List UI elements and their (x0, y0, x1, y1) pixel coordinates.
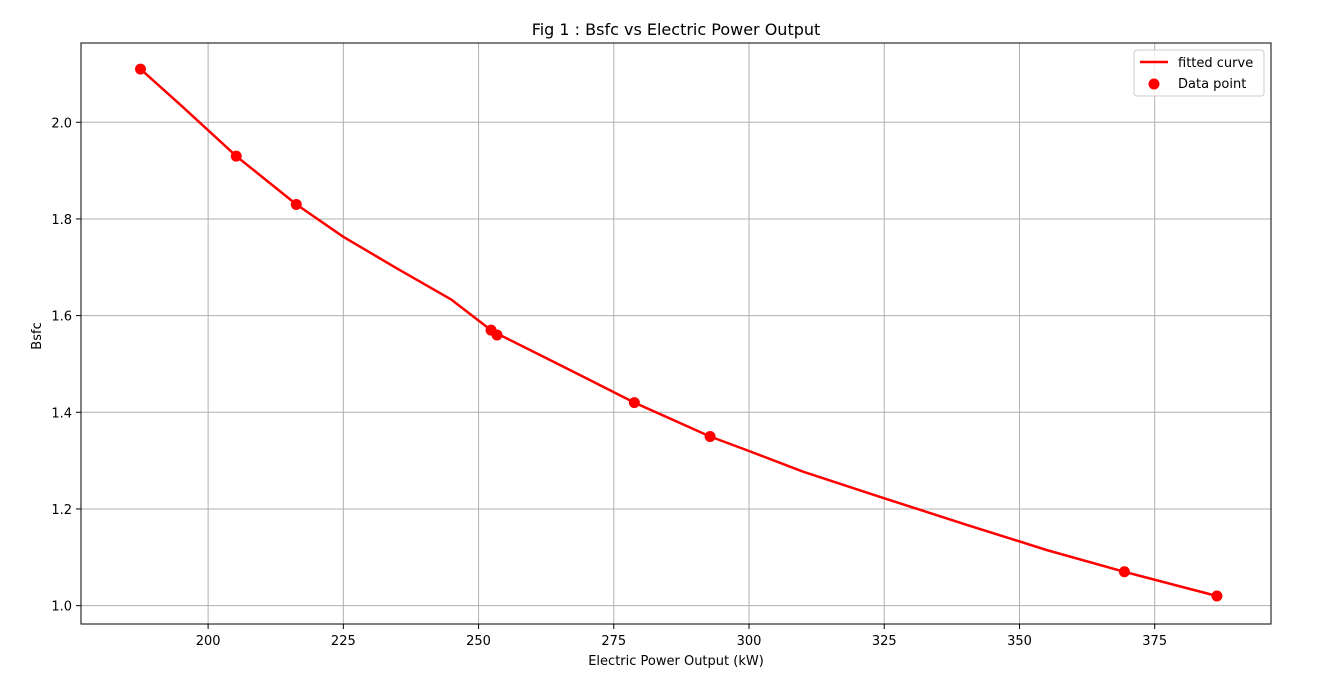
data-point (1211, 590, 1223, 602)
legend: fitted curve Data point (1133, 49, 1265, 97)
chart-title: Fig 1 : Bsfc vs Electric Power Output (532, 20, 821, 39)
y-tick-label: 2.0 (51, 116, 72, 131)
x-axis-label: Electric Power Output (kW) (588, 654, 764, 669)
y-tick-label: 1.8 (51, 213, 72, 228)
x-tick-label: 350 (1007, 634, 1032, 649)
x-tick-label: 200 (196, 634, 221, 649)
fitted-curve-line (139, 68, 1218, 598)
x-tick-label: 375 (1142, 634, 1167, 649)
y-tick-label: 1.2 (51, 503, 72, 518)
x-tick-label: 250 (466, 634, 491, 649)
legend-dot-marker (1148, 78, 1160, 90)
x-axis-ticks: 200 225 250 275 300 325 350 375 (196, 624, 1167, 649)
x-tick-label: 225 (331, 634, 356, 649)
x-tick-label: 275 (601, 634, 626, 649)
data-point (628, 397, 640, 409)
plot-frame (80, 42, 1272, 625)
data-point (135, 63, 146, 75)
x-tick-label: 325 (872, 634, 897, 649)
legend-label-fitted-curve: fitted curve (1178, 56, 1253, 71)
grid-lines (81, 43, 1271, 624)
data-point (491, 329, 503, 341)
data-point (1118, 566, 1130, 578)
y-axis-label: Bsfc (30, 322, 45, 349)
data-point (230, 150, 242, 162)
legend-label-data-point: Data point (1178, 77, 1246, 92)
y-axis-ticks: 1.0 1.2 1.4 1.6 1.8 2.0 (51, 116, 81, 615)
series-layer (135, 63, 1223, 602)
y-tick-label: 1.0 (51, 600, 72, 615)
x-tick-label: 300 (737, 634, 762, 649)
y-tick-label: 1.6 (51, 310, 72, 325)
data-point (290, 198, 302, 210)
data-point (704, 430, 716, 442)
y-tick-label: 1.4 (51, 406, 72, 421)
